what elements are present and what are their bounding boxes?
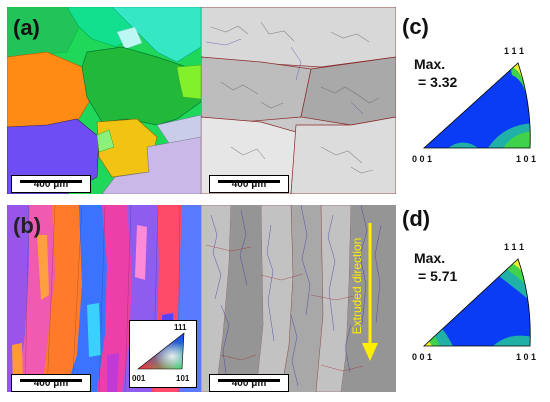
ipf-map-b <box>7 205 201 392</box>
panel-a-ipf-map: 400 μm (a) <box>7 7 201 194</box>
panel-a-band-contrast: 400 μm <box>201 7 396 194</box>
corner-label-c-111: 1 1 1 <box>504 46 525 56</box>
pole-figure-d: Max. = 5.71 1 1 1 0 0 1 1 0 1 <box>408 237 550 367</box>
corner-label-d-111: 1 1 1 <box>504 242 525 252</box>
scale-bar-a-ipf: 400 μm <box>11 175 91 193</box>
panel-label-a: (a) <box>13 15 40 40</box>
scale-bar-label: 400 μm <box>231 378 267 389</box>
ipf-map-a <box>7 7 201 194</box>
scale-bar-label: 400 μm <box>33 179 69 190</box>
legend-label-001: 001 <box>132 374 146 383</box>
legend-label-101: 101 <box>176 374 190 383</box>
legend-label-111: 111 <box>174 323 187 332</box>
pole-figure-d-triangle <box>422 258 531 347</box>
scale-bar-label: 400 μm <box>231 179 267 190</box>
max-label-c: Max. <box>414 56 446 72</box>
panel-b-ipf-map: 111 001 101 400 μm (b) <box>7 205 201 392</box>
max-value-c: = 3.32 <box>418 74 458 90</box>
corner-label-c-001: 0 0 1 <box>412 154 433 164</box>
panel-b-band-contrast: Extruded direction 400 μm <box>201 205 396 392</box>
scale-bar-label: 400 μm <box>33 378 69 389</box>
corner-label-d-001: 0 0 1 <box>412 352 433 362</box>
pole-figure-c: Max. = 3.32 1 1 1 0 0 1 1 0 1 <box>408 45 550 175</box>
pole-figure-c-triangle <box>422 62 531 149</box>
extruded-direction-arrow <box>362 223 378 361</box>
corner-label-d-101: 1 0 1 <box>516 352 537 362</box>
band-contrast-a <box>201 7 396 194</box>
max-value-d: = 5.71 <box>418 268 458 284</box>
extruded-direction-label: Extruded direction <box>350 237 364 335</box>
panel-label-d: (d) <box>402 206 431 231</box>
max-label-d: Max. <box>414 250 446 266</box>
panel-label-b: (b) <box>13 213 42 238</box>
ipf-color-legend: 111 001 101 <box>129 320 197 388</box>
scale-bar-b-band: 400 μm <box>209 374 289 392</box>
corner-label-c-101: 1 0 1 <box>516 154 537 164</box>
ipf-legend-triangle <box>137 332 185 370</box>
scale-bar-a-band: 400 μm <box>209 175 289 193</box>
scale-bar-b-ipf: 400 μm <box>11 374 91 392</box>
panel-label-c: (c) <box>402 14 429 39</box>
